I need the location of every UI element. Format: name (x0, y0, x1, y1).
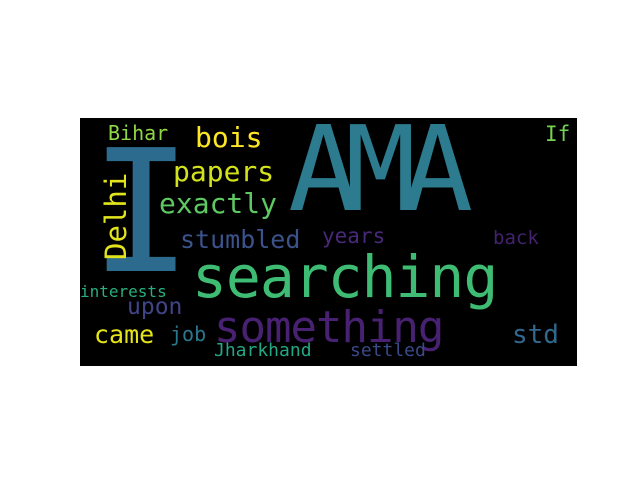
word-std: std (512, 320, 559, 350)
word-job: job (170, 322, 207, 346)
word-cloud: AMA I searching something Delhi papers e… (80, 118, 577, 366)
word-exactly: exactly (159, 187, 278, 220)
word-upon: upon (127, 294, 183, 320)
word-bois: bois (195, 121, 263, 154)
word-jharkhand: Jharkhand (214, 340, 312, 361)
word-papers: papers (173, 155, 275, 188)
word-settled: settled (350, 340, 426, 361)
word-if: If (545, 122, 571, 146)
word-stumbled: stumbled (180, 225, 301, 254)
word-interests: interests (80, 282, 167, 301)
word-bihar: Bihar (108, 121, 169, 145)
word-years: years (322, 224, 386, 248)
word-delhi: Delhi (99, 172, 133, 260)
word-ama: AMA (288, 118, 473, 238)
word-back: back (493, 227, 539, 249)
word-came: came (94, 320, 155, 349)
word-i: I (90, 118, 193, 312)
word-something: something (214, 302, 444, 353)
word-searching: searching (192, 243, 498, 311)
